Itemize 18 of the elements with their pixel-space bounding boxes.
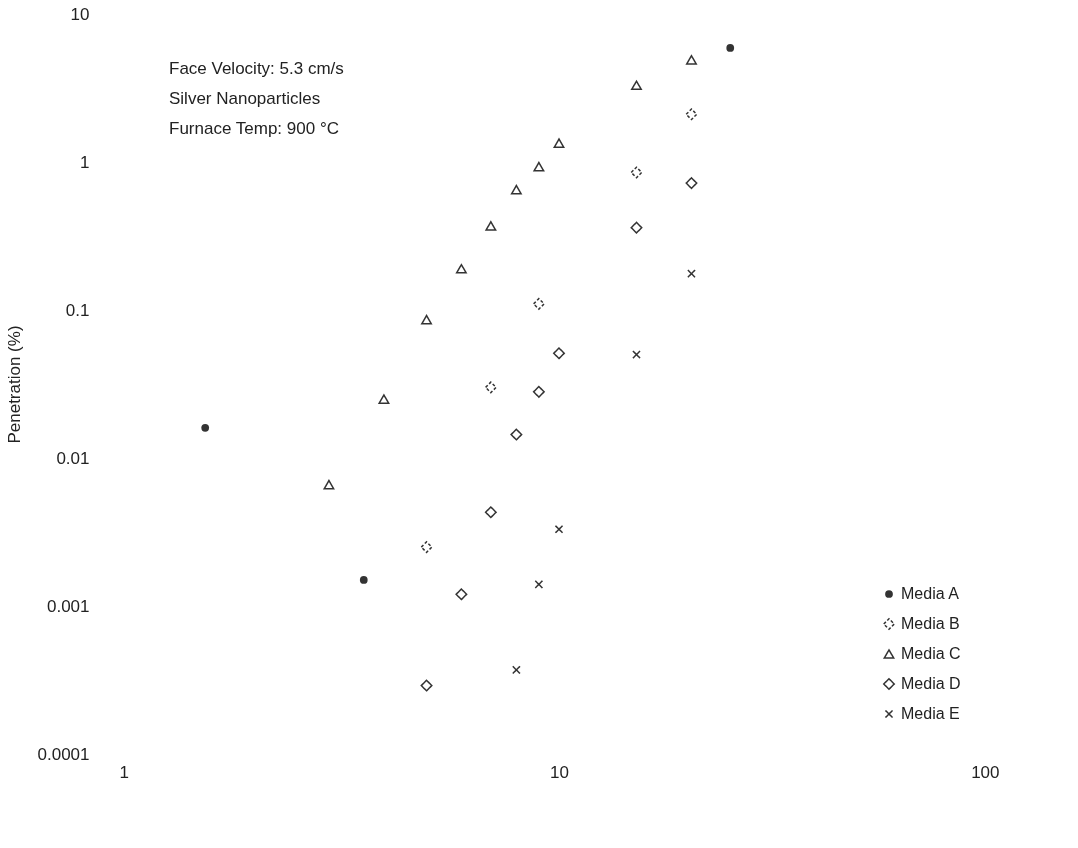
x-tick-label: 100 <box>971 762 1000 782</box>
annotation: Silver Nanoparticles <box>169 89 321 108</box>
legend-label: Media B <box>901 615 960 632</box>
annotation: Furnace Temp: 900 °C <box>169 119 339 138</box>
y-tick-label: 0.001 <box>46 596 90 616</box>
y-tick-label: 10 <box>70 4 90 24</box>
y-tick-label: 0.1 <box>65 300 90 320</box>
x-tick-label: 10 <box>550 762 569 782</box>
x-tick-label: 1 <box>119 762 129 782</box>
y-tick-label: 0.0001 <box>37 744 90 764</box>
y-tick-label: 1 <box>80 152 90 172</box>
legend-label: Media A <box>901 585 960 602</box>
y-tick-label: 0.01 <box>56 448 90 468</box>
y-axis-title: Penetration (%) <box>4 325 24 444</box>
legend-label: Media D <box>901 675 961 692</box>
annotation: Face Velocity: 5.3 cm/s <box>169 59 344 78</box>
legend-label: Media E <box>901 705 960 722</box>
legend-label: Media C <box>901 645 961 662</box>
